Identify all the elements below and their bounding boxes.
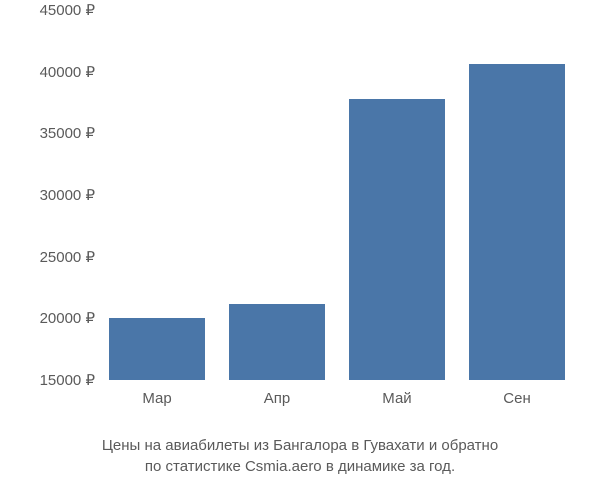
y-tick-label: 40000 ₽ bbox=[40, 63, 95, 81]
y-tick-label: 45000 ₽ bbox=[40, 1, 95, 19]
y-tick-label: 25000 ₽ bbox=[40, 248, 95, 266]
y-tick-label: 35000 ₽ bbox=[40, 124, 95, 142]
bar bbox=[109, 318, 205, 380]
chart-caption: Цены на авиабилеты из Бангалора в Гуваха… bbox=[0, 435, 600, 477]
y-tick-label: 30000 ₽ bbox=[40, 186, 95, 204]
bar bbox=[349, 99, 445, 380]
x-tick-label: Апр bbox=[264, 390, 290, 407]
bar bbox=[229, 304, 325, 380]
plot-area bbox=[95, 10, 585, 380]
caption-line-1: Цены на авиабилеты из Бангалора в Гуваха… bbox=[102, 437, 498, 454]
y-tick-label: 15000 ₽ bbox=[40, 371, 95, 389]
x-tick-label: Май bbox=[382, 390, 411, 407]
y-tick-label: 20000 ₽ bbox=[40, 309, 95, 327]
x-tick-label: Мар bbox=[142, 390, 171, 407]
caption-line-2: по статистике Csmia.aero в динамике за г… bbox=[145, 458, 455, 475]
bar bbox=[469, 64, 565, 380]
x-tick-label: Сен bbox=[503, 390, 530, 407]
